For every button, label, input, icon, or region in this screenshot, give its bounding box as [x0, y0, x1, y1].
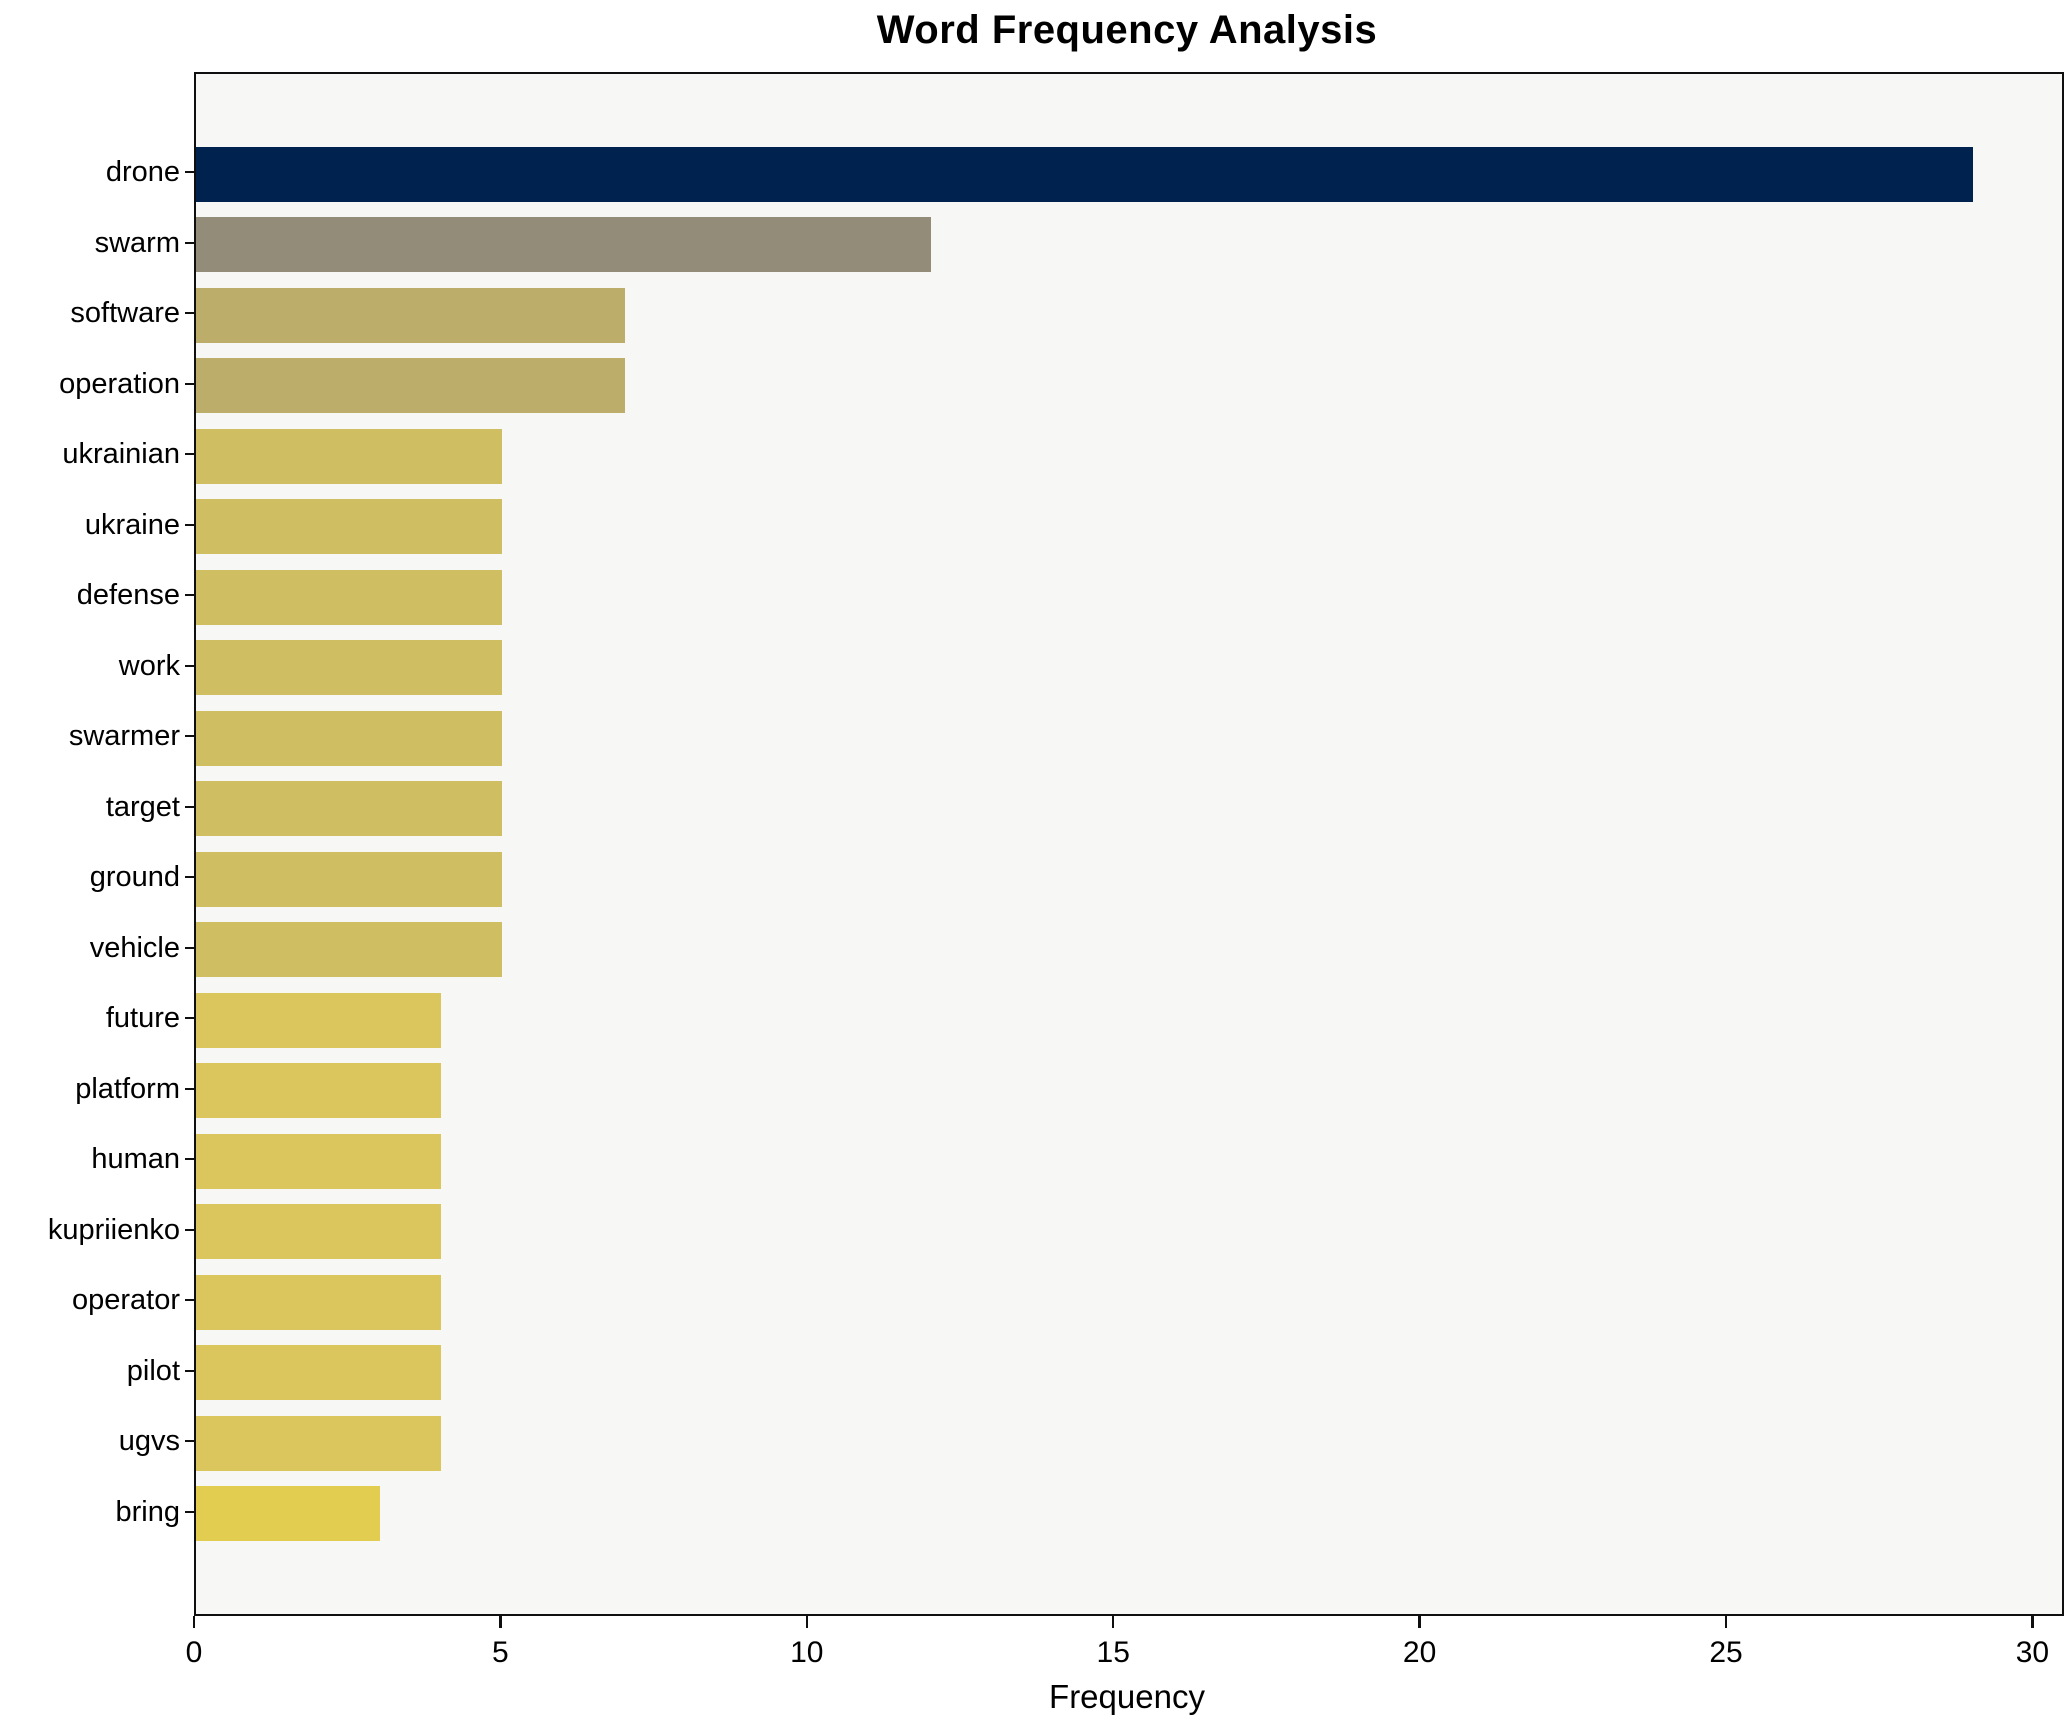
bar-ground — [196, 851, 503, 907]
bar-vehicle — [196, 922, 503, 978]
x-tick-mark — [1724, 1616, 1728, 1628]
y-axis-label-future: future — [105, 1002, 180, 1035]
y-axis-label-operation: operation — [59, 367, 180, 400]
y-axis-label-swarmer: swarmer — [68, 720, 180, 753]
x-tick-label-0: 0 — [185, 1636, 203, 1669]
bar-bring — [196, 1486, 380, 1542]
x-tick-mark — [192, 1616, 196, 1628]
x-tick-label-5: 5 — [492, 1636, 509, 1669]
y-tick-mark — [185, 523, 194, 526]
y-axis-label-defense: defense — [76, 579, 180, 612]
y-axis-label-operator: operator — [71, 1284, 180, 1317]
y-axis-label-pilot: pilot — [126, 1354, 180, 1387]
bar-operation — [196, 358, 625, 414]
bar-drone — [196, 146, 1974, 202]
y-tick-mark — [185, 664, 194, 667]
bar-ugvs — [196, 1415, 442, 1471]
bar-software — [196, 287, 625, 343]
bar-operator — [196, 1274, 442, 1330]
bar-swarm — [196, 217, 932, 273]
y-tick-mark — [185, 946, 194, 949]
y-tick-mark — [185, 1228, 194, 1231]
x-tick-mark — [1112, 1616, 1115, 1628]
y-axis-label-human: human — [91, 1143, 180, 1176]
x-tick-mark — [805, 1616, 808, 1628]
y-tick-mark — [185, 312, 194, 315]
y-axis-label-work: work — [118, 649, 180, 682]
y-axis-label-ugvs: ugvs — [118, 1425, 180, 1458]
y-tick-mark — [185, 1087, 194, 1090]
y-tick-mark — [185, 1369, 194, 1372]
bar-swarmer — [196, 710, 503, 766]
y-axis-label-kupriienko: kupriienko — [47, 1213, 180, 1246]
bar-platform — [196, 1063, 442, 1119]
y-axis-label-bring: bring — [115, 1495, 181, 1528]
bar-human — [196, 1133, 442, 1189]
y-axis-label-platform: platform — [75, 1072, 180, 1105]
y-tick-mark — [185, 1017, 194, 1020]
x-tick-label-15: 15 — [1096, 1636, 1130, 1669]
bar-kupriienko — [196, 1204, 442, 1260]
x-tick-label-20: 20 — [1402, 1636, 1437, 1669]
bar-ukraine — [196, 499, 503, 555]
x-tick-mark — [1418, 1616, 1421, 1628]
x-tick-label-30: 30 — [2015, 1636, 2050, 1669]
bar-pilot — [196, 1345, 442, 1401]
plot-area — [194, 72, 2064, 1616]
x-axis-title: Frequency — [1049, 1678, 1205, 1715]
x-tick-label-25: 25 — [1709, 1636, 1743, 1669]
y-tick-mark — [185, 735, 194, 738]
y-tick-mark — [185, 171, 194, 174]
y-axis-label-target: target — [105, 790, 180, 823]
y-tick-mark — [185, 382, 194, 385]
y-tick-mark — [185, 594, 194, 597]
y-tick-mark — [185, 1299, 194, 1302]
y-tick-mark — [185, 241, 194, 244]
x-tick-label-10: 10 — [790, 1636, 824, 1669]
x-tick-mark — [499, 1616, 502, 1628]
y-tick-mark — [185, 1510, 194, 1513]
bar-defense — [196, 569, 503, 625]
y-tick-mark — [185, 805, 194, 808]
y-tick-mark — [185, 1440, 194, 1443]
y-axis-label-drone: drone — [105, 156, 180, 189]
y-axis-label-vehicle: vehicle — [89, 931, 180, 964]
y-tick-mark — [185, 876, 194, 879]
bar-future — [196, 992, 442, 1048]
y-axis-label-swarm: swarm — [94, 226, 180, 259]
bar-ukrainian — [196, 428, 503, 484]
x-tick-mark — [2031, 1616, 2034, 1628]
y-axis-label-ground: ground — [89, 861, 180, 894]
bar-target — [196, 781, 503, 837]
y-axis-label-software: software — [70, 297, 180, 330]
y-tick-mark — [185, 1158, 194, 1161]
bar-work — [196, 640, 503, 696]
chart-title: Word Frequency Analysis — [876, 8, 1378, 52]
y-axis-label-ukraine: ukraine — [84, 508, 180, 541]
y-tick-mark — [185, 453, 194, 456]
y-axis-label-ukrainian: ukrainian — [62, 438, 180, 471]
